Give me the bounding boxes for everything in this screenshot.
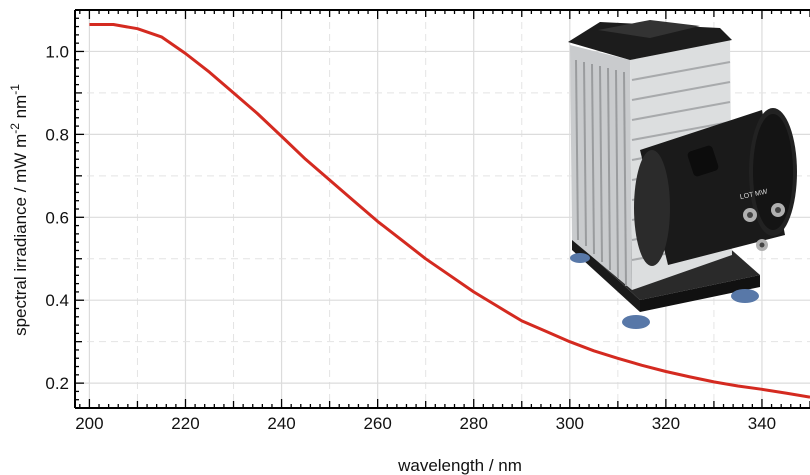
x-axis-label: wavelength / nm [397, 456, 522, 475]
y-axis-label: spectral irradiance / mW m-2 nm-1 [8, 84, 30, 336]
x-tick-label: 320 [652, 414, 680, 433]
x-tick-label: 200 [75, 414, 103, 433]
y-tick-label: 0.6 [45, 208, 69, 227]
y-tick-label: 1.0 [45, 42, 69, 61]
x-tick-label: 260 [363, 414, 391, 433]
x-tick-label: 300 [556, 414, 584, 433]
series-layer [89, 23, 810, 399]
x-tick-label: 340 [748, 414, 776, 433]
x-tick-label: 280 [460, 414, 488, 433]
y-tick-label: 0.8 [45, 125, 69, 144]
y-tick-label: 0.4 [45, 291, 69, 310]
y-tick-label: 0.2 [45, 374, 69, 393]
x-tick-label: 240 [267, 414, 295, 433]
lamp-housing-photo-icon: LOT MW [568, 20, 797, 329]
axes: 200 220 240 260 280 300 320 340 0.2 0.4 0.6 0.8 1.0 w… [8, 9, 810, 475]
x-tick-label: 220 [171, 414, 199, 433]
